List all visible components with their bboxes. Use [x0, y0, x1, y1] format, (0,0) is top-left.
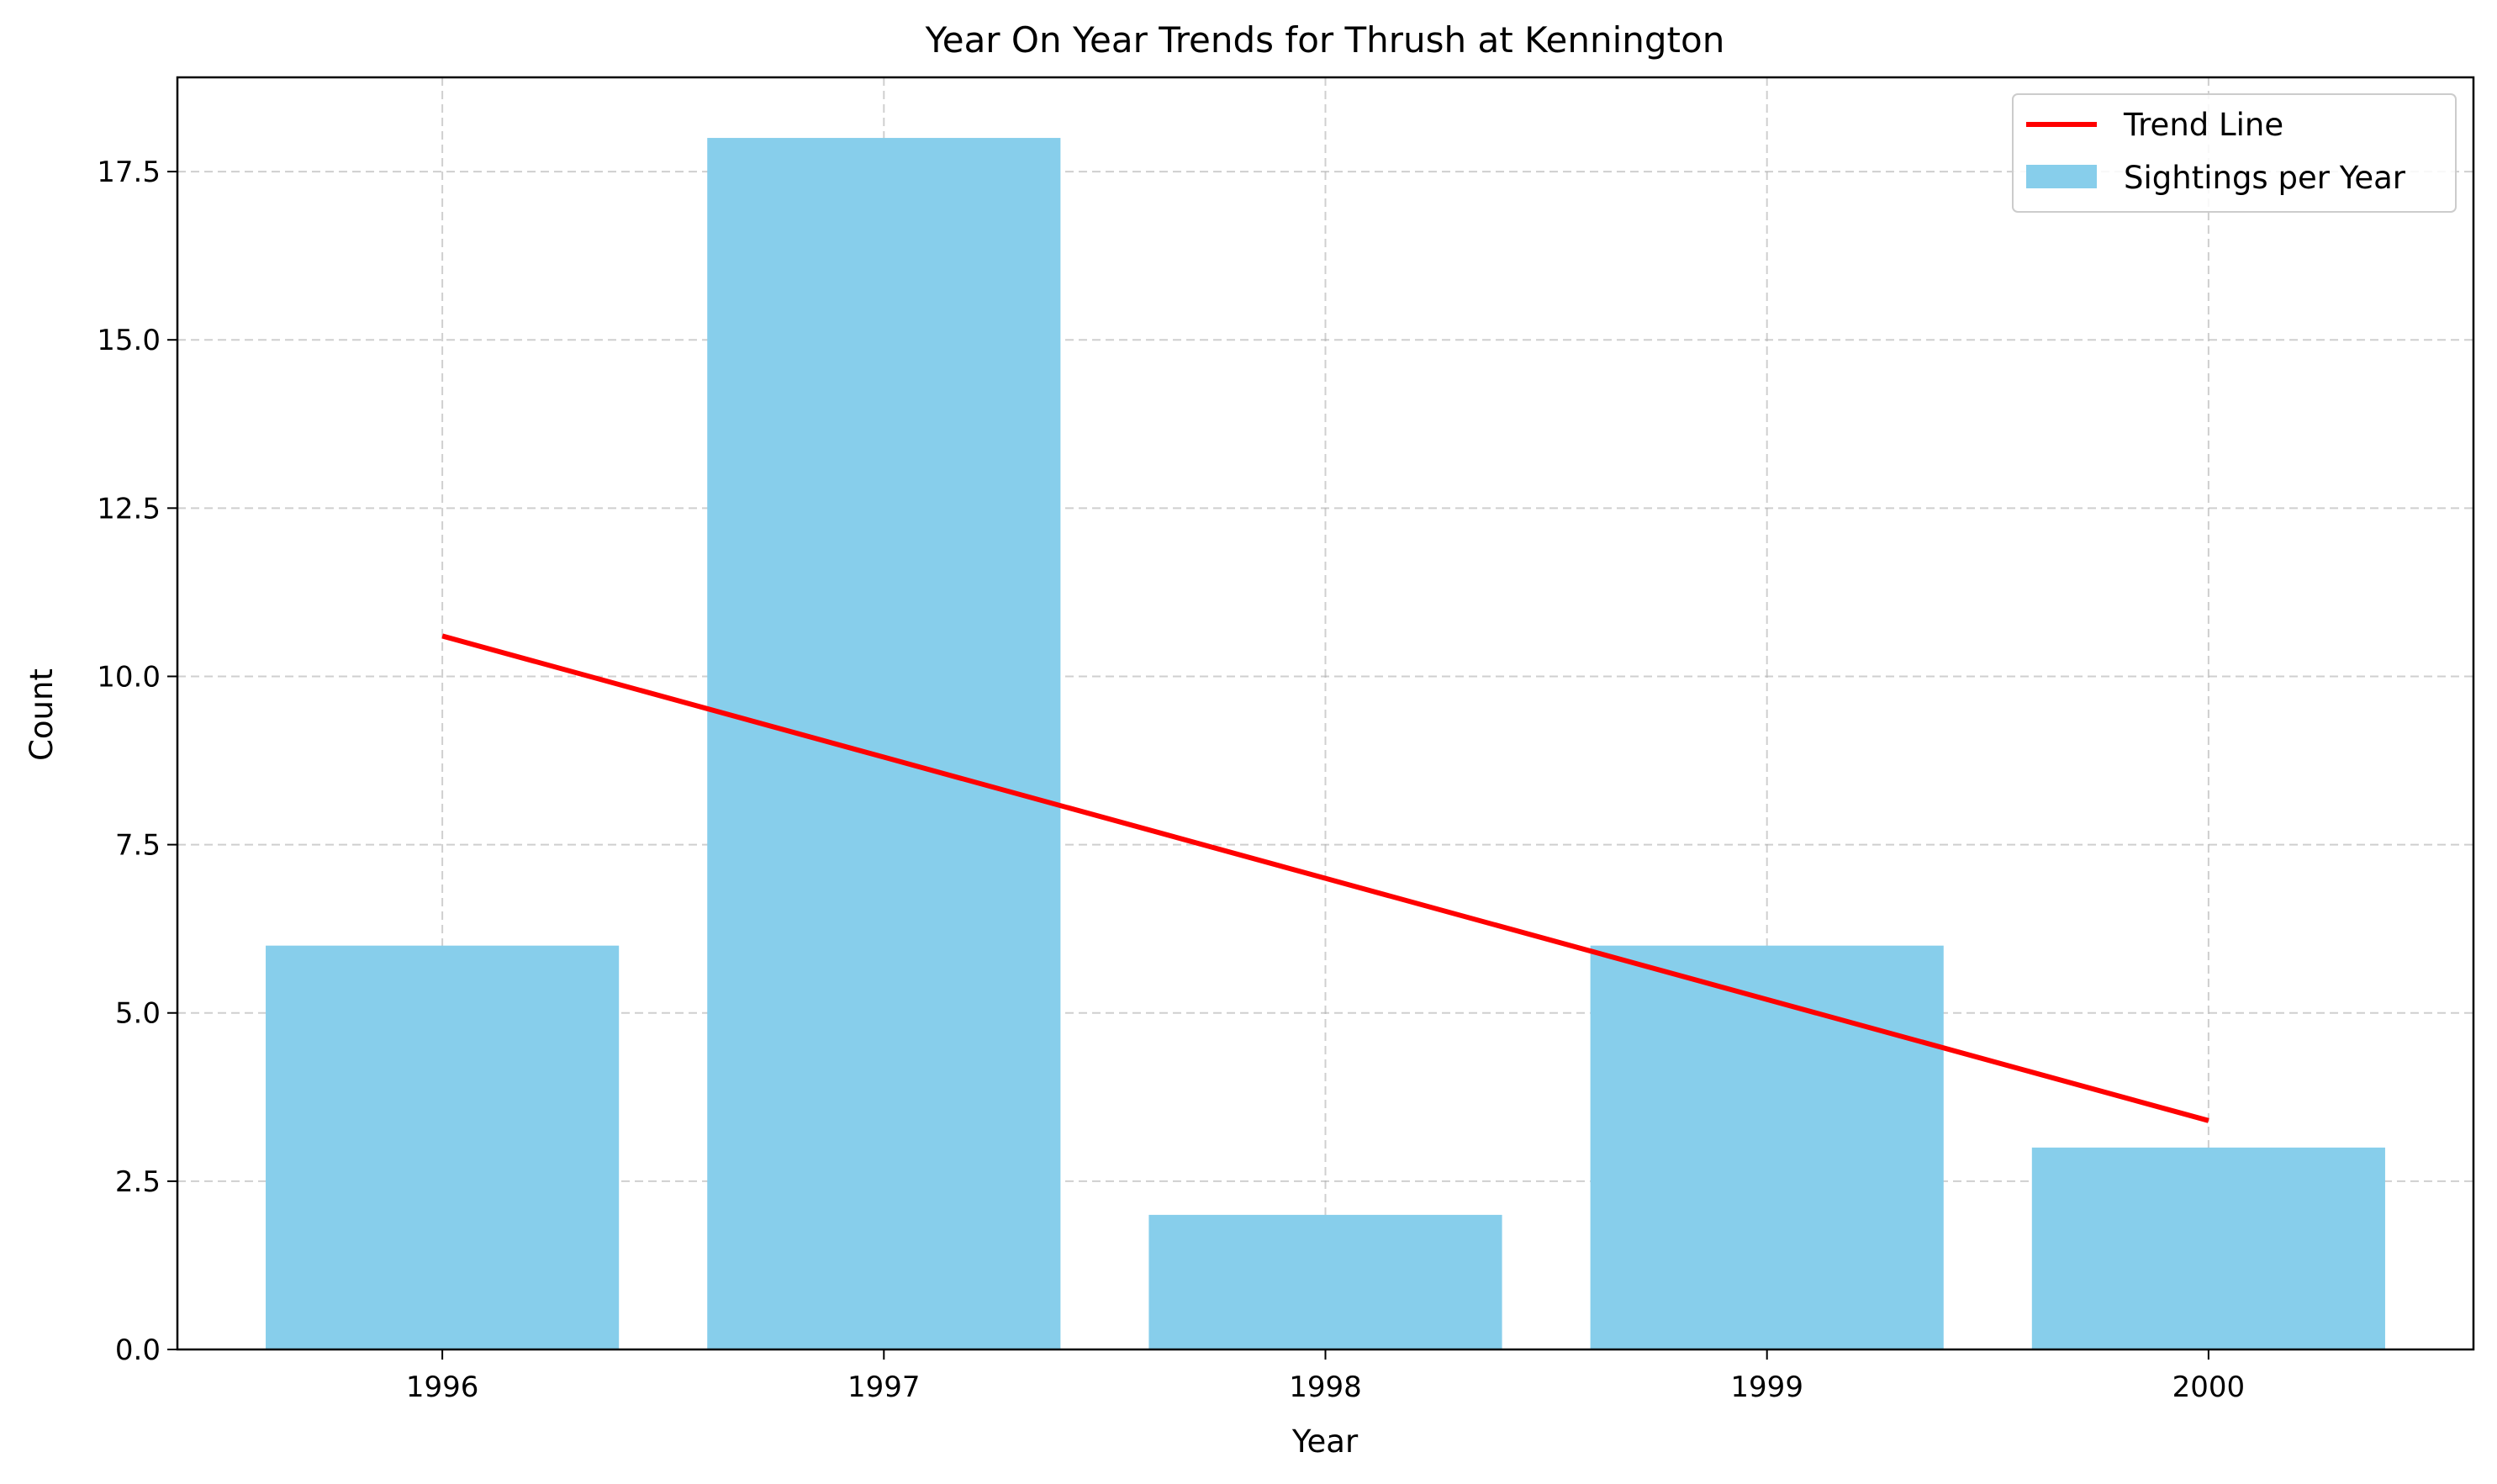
- y-tick-label: 7.5: [115, 829, 161, 863]
- legend-label-sightings: Sightings per Year: [2124, 160, 2406, 196]
- legend: Trend Line Sightings per Year: [2012, 93, 2457, 213]
- trend-line-layer: [441, 633, 2209, 1123]
- x-tick-label: 2000: [2172, 1370, 2246, 1404]
- x-axis-label: Year: [1291, 1423, 1359, 1460]
- bars: [266, 138, 2385, 1350]
- bar-1998: [1148, 1214, 1502, 1349]
- y-axis-label: Count: [24, 668, 60, 761]
- y-tick-label: 12.5: [97, 492, 161, 525]
- chart-title: Year On Year Trends for Thrush at Kennin…: [925, 19, 1725, 61]
- bar-1999: [1590, 945, 1944, 1349]
- x-tick-label: 1998: [1289, 1370, 1362, 1404]
- y-axis-ticks: 0.0 2.5 5.0 7.5 10.0 12.5 15.0 17.5: [97, 156, 177, 1367]
- x-tick-label: 1999: [1730, 1370, 1803, 1404]
- y-tick-label: 5.0: [115, 997, 161, 1031]
- y-tick-label: 2.5: [115, 1165, 161, 1199]
- trend-line: [441, 633, 2209, 1123]
- y-tick-label: 17.5: [97, 156, 161, 189]
- x-tick-label: 1997: [847, 1370, 921, 1404]
- y-tick-label: 0.0: [115, 1333, 161, 1367]
- x-axis-ticks: 1996 1997 1998 1999 2000: [406, 1349, 2245, 1404]
- y-tick-label: 10.0: [97, 660, 161, 694]
- legend-box: [2012, 93, 2457, 213]
- bar-2000: [2031, 1147, 2385, 1349]
- legend-label-trend-line: Trend Line: [2123, 107, 2283, 143]
- bar-1996: [266, 945, 620, 1349]
- y-tick-label: 15.0: [97, 324, 161, 357]
- legend-swatch-sightings: [2026, 165, 2097, 188]
- x-tick-label: 1996: [406, 1370, 479, 1404]
- bar-1997: [707, 138, 1061, 1350]
